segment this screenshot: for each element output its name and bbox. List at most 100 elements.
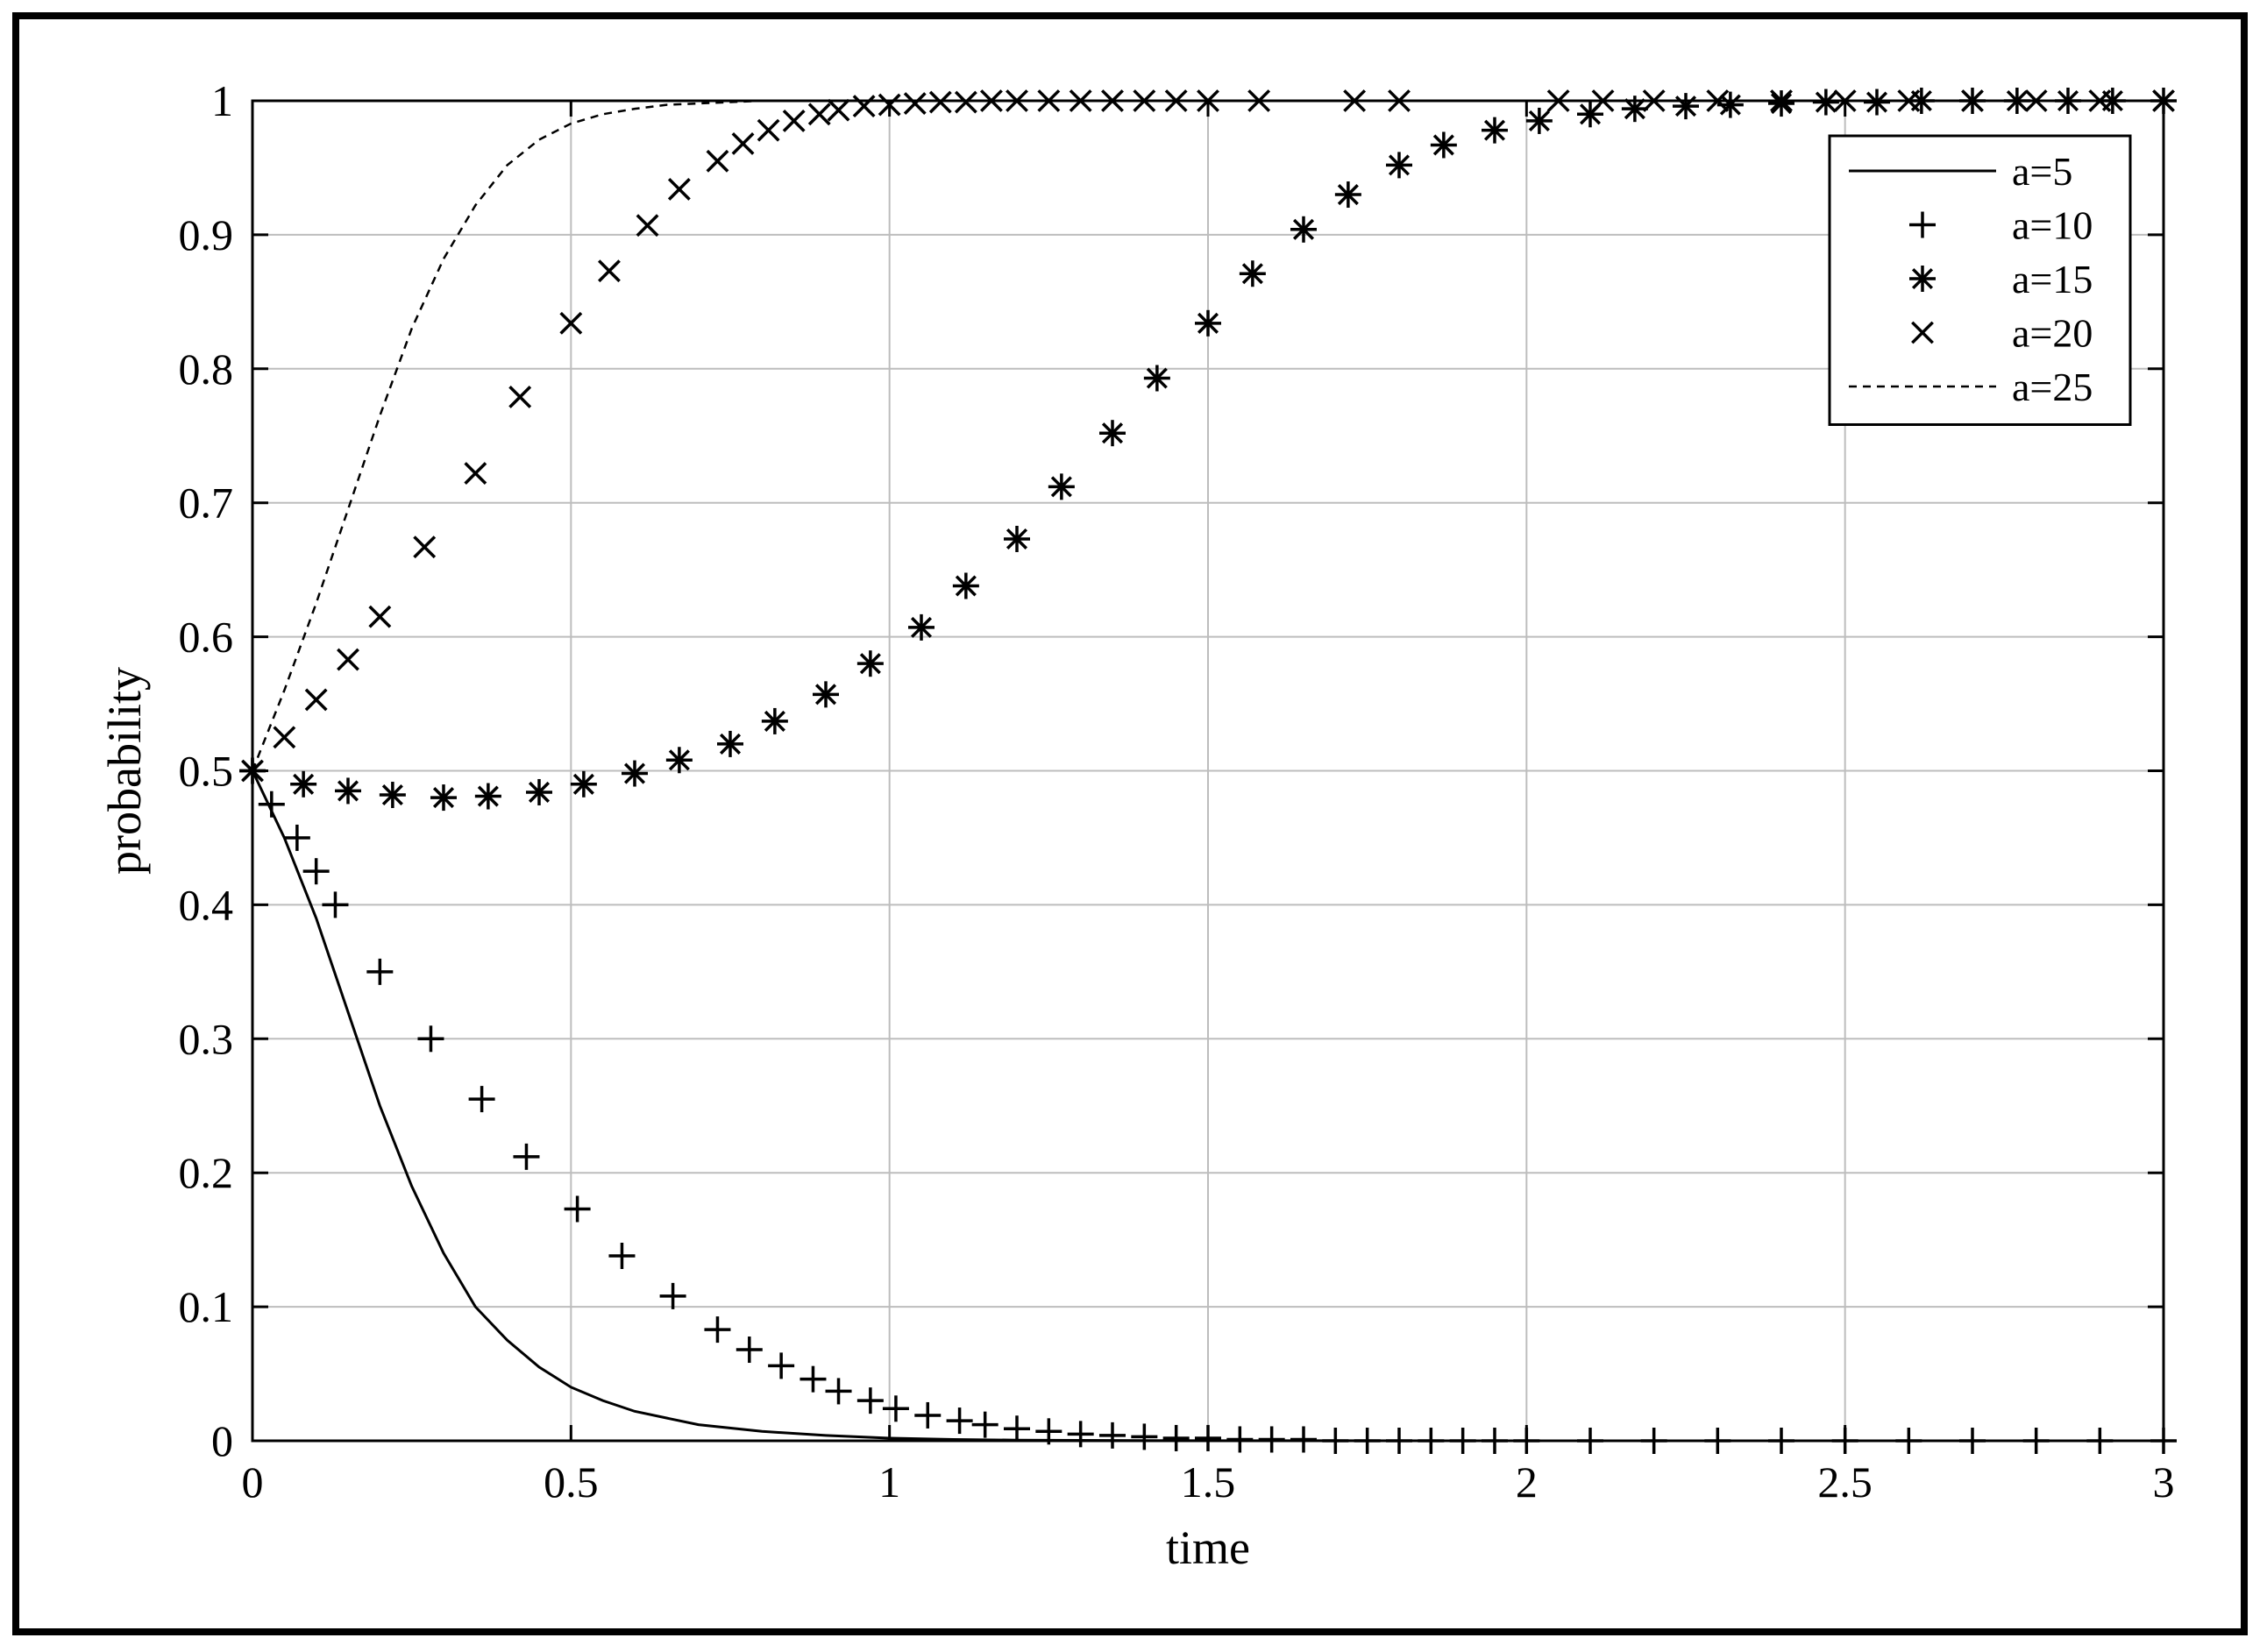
y-tick-label: 0.1 [179,1282,234,1331]
data-point [946,1407,973,1435]
data-point [283,824,310,851]
data-point [1386,152,1412,179]
data-point [508,385,532,408]
data-point [417,1025,444,1053]
data-point [971,1411,998,1438]
data-point [337,648,359,671]
data-point [782,109,806,132]
data-point [768,1352,795,1379]
x-tick-label: 3 [2153,1457,2175,1507]
data-point [1430,131,1457,159]
data-point [1864,89,1890,116]
data-point [513,1143,540,1170]
legend-label: a=5 [2012,149,2072,194]
data-point [827,98,850,122]
data-point [659,1282,686,1309]
x-tick-label: 2.5 [1817,1457,1873,1507]
data-point [1716,91,1744,118]
data-point [1099,420,1126,447]
legend-label: a=25 [2012,365,2093,409]
data-point [1004,1415,1030,1443]
data-point [704,1316,731,1344]
x-tick-label: 0 [242,1457,264,1507]
data-point [1226,1426,1254,1453]
data-point [1239,260,1266,287]
legend: a=5 a=10 a=15 a=20 a=25 [1828,134,2132,426]
x-tick-label: 1 [878,1457,900,1507]
data-point [1067,1421,1094,1448]
data-point [731,131,755,155]
legend-label: a=15 [2012,257,2093,301]
data-point [1290,216,1317,243]
data-point [667,177,691,201]
data-point [636,214,659,238]
data-point [474,783,501,810]
data-point [430,784,457,812]
y-tick-label: 0.8 [179,344,234,394]
data-point [1195,309,1221,337]
data-point [928,90,952,114]
y-tick-label: 0 [211,1416,233,1465]
y-tick-label: 0.3 [179,1014,234,1063]
data-point [736,1336,763,1364]
data-point [1004,525,1030,552]
data-point [1258,1426,1285,1453]
data-point [335,777,361,805]
y-tick-label: 0.9 [179,210,234,259]
y-tick-label: 0.7 [179,479,234,528]
axis-ticks: 0 0.5 1 1.5 2 2.5 3 0 0.1 0.2 0.3 0.4 0.5 0.6 0.7 0.8 0.… [179,76,2175,1507]
x-tick-label: 1.5 [1181,1457,1236,1507]
data-point [464,462,487,485]
data-point [366,958,394,985]
data-point [807,103,831,126]
data-point [813,681,839,708]
x-axis-title: time [1166,1521,1250,1574]
y-axis-title: probability [98,667,151,875]
data-point [1048,473,1075,500]
y-tick-label: 0.5 [179,747,234,796]
data-point [914,1401,942,1429]
data-point [825,1378,852,1405]
data-point [559,311,583,335]
data-point [413,535,437,559]
data-point [1099,1422,1126,1449]
data-point [468,1086,495,1113]
data-point [1131,1423,1158,1450]
data-point [856,650,884,677]
data-point [757,118,780,142]
legend-swatch-plus-marker [1909,211,1936,238]
data-point [322,891,349,918]
data-point [258,791,285,818]
legend-label: a=20 [2012,311,2093,356]
data-point [665,747,693,774]
legend-swatch-star-marker [1909,266,1936,292]
data-point [379,782,406,809]
data-point [761,707,788,734]
data-point [273,726,296,749]
y-tick-label: 1 [211,76,233,125]
data-point [856,1387,884,1414]
data-point [903,92,927,115]
data-point [304,688,328,712]
data-point [954,90,977,114]
legend-box [1828,134,2132,426]
data-point [597,259,621,283]
series-line [251,99,2164,771]
y-tick-label: 0.6 [179,613,234,662]
data-point [622,760,648,787]
y-tick-label: 0.4 [179,880,234,929]
legend-swatch-x-marker [1911,321,1934,344]
data-point [368,605,392,628]
data-point [608,1242,636,1269]
data-point [1525,107,1553,134]
data-point [882,1395,909,1422]
data-point [1290,1426,1317,1453]
x-tick-label: 0.5 [544,1457,599,1507]
data-point [1482,117,1508,144]
x-tick-label: 2 [1516,1457,1538,1507]
data-point [526,778,552,805]
data-point [1621,96,1648,123]
data-point [302,858,330,885]
data-point [1162,1424,1190,1451]
